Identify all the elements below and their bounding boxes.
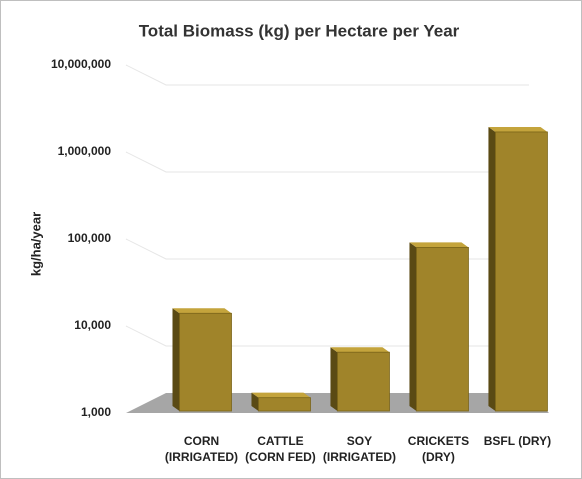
- y-axis-label: kg/ha/year: [28, 212, 43, 276]
- bar-top: [172, 308, 232, 314]
- x-tick-label: BSFL (DRY): [483, 434, 552, 448]
- bar: [495, 131, 548, 412]
- grid-line: [125, 151, 529, 173]
- bar: [337, 351, 390, 412]
- y-tick-label: 1,000: [81, 405, 111, 419]
- bar-top: [409, 242, 469, 248]
- chart-title: Total Biomass (kg) per Hectare per Year: [139, 21, 460, 40]
- y-tick-label: 10,000: [74, 318, 111, 332]
- bar-side: [409, 242, 417, 411]
- x-tick-label: CATTLE (CORN FED): [245, 434, 316, 464]
- bar-top: [488, 126, 548, 132]
- bar: [258, 397, 311, 412]
- bar: [416, 247, 469, 412]
- grid-line: [125, 325, 529, 347]
- y-tick-label: 10,000,000: [51, 57, 111, 71]
- grid-line: [125, 64, 529, 86]
- bar: [179, 312, 232, 412]
- y-tick-label: 1,000,000: [58, 144, 112, 158]
- x-tick-label: CORN (IRRIGATED): [164, 434, 239, 464]
- y-tick-label: 100,000: [68, 231, 112, 245]
- bar-side: [488, 126, 496, 412]
- x-tick-label: SOY (IRRIGATED): [322, 434, 397, 464]
- bar-side: [330, 347, 338, 411]
- bar-top: [330, 347, 390, 353]
- bar-side: [172, 308, 180, 411]
- bar-top: [251, 392, 311, 398]
- x-tick-label: CRICKETS (DRY): [407, 434, 470, 464]
- bar-side: [251, 392, 259, 411]
- grid-line: [125, 238, 529, 260]
